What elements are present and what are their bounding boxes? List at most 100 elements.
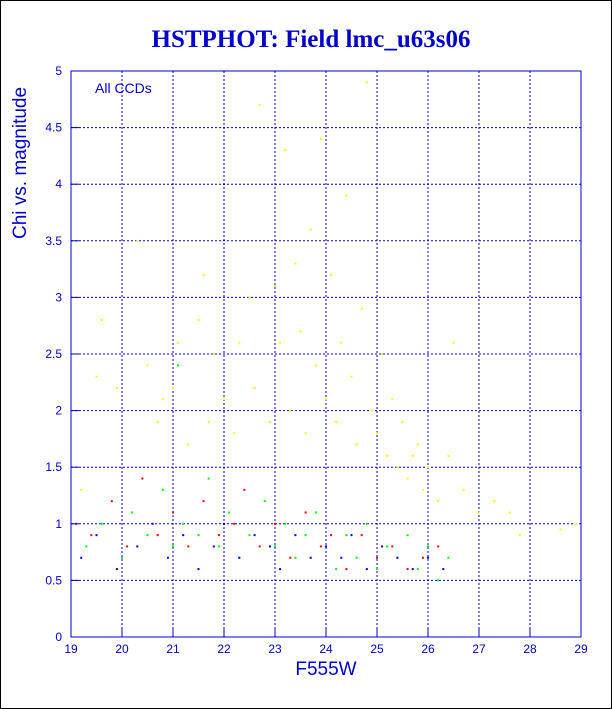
data-point <box>187 545 190 548</box>
x-tick-label: 21 <box>166 642 180 656</box>
data-point <box>319 137 322 140</box>
data-point <box>391 545 394 548</box>
data-point <box>172 386 174 389</box>
data-point <box>115 386 118 389</box>
data-point <box>427 556 429 559</box>
data-point <box>437 500 440 503</box>
data-point <box>197 319 200 322</box>
data-point <box>223 398 225 401</box>
y-tick-label: 1.5 <box>45 460 62 474</box>
data-points <box>75 81 577 582</box>
data-point <box>253 386 256 389</box>
data-point <box>350 375 353 378</box>
data-point <box>115 568 118 571</box>
data-point <box>447 454 450 457</box>
data-point <box>355 443 358 446</box>
data-point <box>274 522 276 525</box>
y-tick-label: 5 <box>55 64 62 78</box>
data-point <box>442 568 445 571</box>
y-tick-label: 3.5 <box>45 234 62 248</box>
data-point <box>314 364 317 367</box>
data-point <box>161 488 164 491</box>
data-point <box>202 273 205 276</box>
data-point <box>386 454 389 457</box>
data-point <box>248 534 251 537</box>
data-point <box>427 545 429 548</box>
data-point <box>212 545 215 548</box>
data-point <box>156 534 159 537</box>
y-tick-label: 3 <box>55 290 62 304</box>
data-point <box>314 511 317 514</box>
data-point <box>376 568 378 571</box>
data-point <box>340 556 343 559</box>
data-point <box>319 545 322 548</box>
data-point <box>365 81 368 84</box>
data-point <box>330 534 333 537</box>
data-point <box>279 568 282 571</box>
data-point <box>85 545 88 548</box>
data-point <box>325 545 327 548</box>
data-point <box>258 545 261 548</box>
x-tick-label: 29 <box>574 642 588 656</box>
data-point <box>416 568 419 571</box>
data-point <box>462 488 465 491</box>
data-point <box>172 511 174 514</box>
data-point <box>478 511 480 514</box>
data-point <box>146 364 149 367</box>
data-point <box>258 103 261 106</box>
data-point <box>274 545 276 548</box>
series-points <box>85 364 450 582</box>
data-point <box>187 443 190 446</box>
data-point <box>437 545 440 548</box>
data-point <box>304 511 307 514</box>
data-point <box>309 556 312 559</box>
data-point <box>263 500 266 503</box>
data-point <box>197 534 200 537</box>
all-ccds-annotation: All CCDs <box>95 80 152 96</box>
data-point <box>80 488 83 491</box>
data-point <box>376 432 378 435</box>
grid <box>70 70 582 638</box>
x-tick-label: 28 <box>523 642 537 656</box>
y-tick-label: 1 <box>55 517 62 531</box>
data-point <box>233 522 236 525</box>
data-point <box>370 409 373 412</box>
data-point <box>406 568 409 571</box>
data-point <box>253 534 256 537</box>
data-point <box>207 420 210 423</box>
data-point <box>182 522 185 525</box>
data-point <box>274 285 276 288</box>
y-tick-label: 0.5 <box>45 573 62 587</box>
data-point <box>126 545 129 548</box>
data-point <box>345 194 348 197</box>
data-point <box>452 341 455 344</box>
data-point <box>177 341 180 344</box>
y-tick-label: 0 <box>55 630 62 644</box>
data-point <box>279 341 282 344</box>
data-point <box>217 545 220 548</box>
data-point <box>416 443 419 446</box>
data-point <box>95 534 98 537</box>
data-point <box>411 568 414 571</box>
data-point <box>350 534 353 537</box>
data-point <box>345 534 348 537</box>
x-tick-label: 20 <box>115 642 129 656</box>
y-tick-label: 2 <box>55 404 62 418</box>
data-point <box>95 375 98 378</box>
data-point <box>335 568 338 571</box>
data-point <box>100 522 103 525</box>
data-point <box>223 522 225 525</box>
data-point <box>299 330 302 333</box>
data-point <box>401 420 404 423</box>
data-point <box>365 522 368 525</box>
data-point <box>335 420 338 423</box>
data-point <box>294 534 297 537</box>
data-point <box>284 522 287 525</box>
x-axis-label: F555W <box>295 659 356 680</box>
series-points <box>80 81 577 537</box>
chart-title: HSTPHOT: Field lmc_u63s06 <box>152 26 471 53</box>
data-point <box>340 341 343 344</box>
data-point <box>238 341 241 344</box>
data-point <box>427 466 429 469</box>
data-point <box>156 420 159 423</box>
